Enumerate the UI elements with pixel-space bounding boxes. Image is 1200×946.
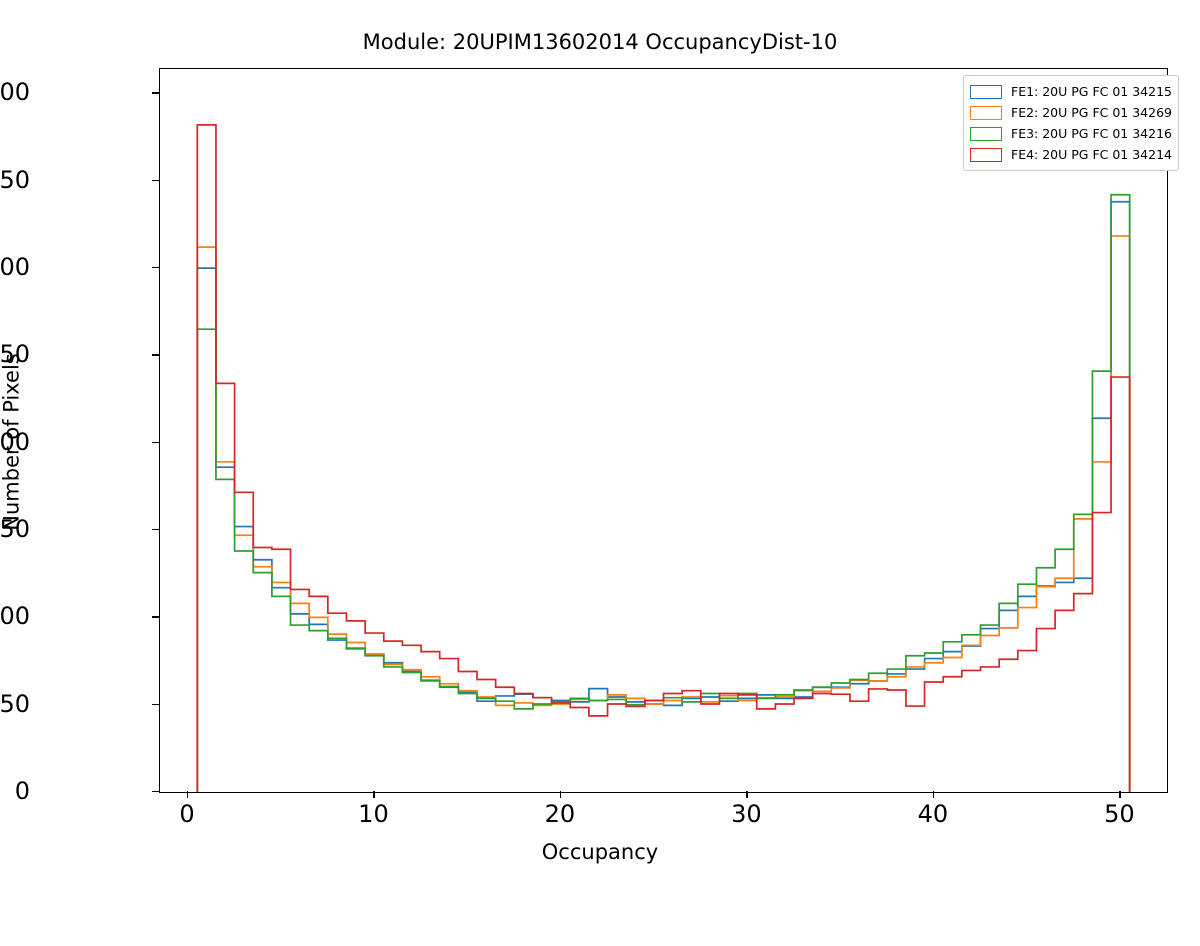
y-tick-label: 1750 (0, 165, 30, 194)
legend-item[interactable]: FE3: 20U PG FC 01 34216 (970, 123, 1172, 144)
histogram-series-4 (196, 124, 1131, 792)
legend: FE1: 20U PG FC 01 34215 FE2: 20U PG FC 01… (963, 75, 1179, 171)
x-tick-label: 50 (1104, 800, 1135, 828)
y-tick-mark (152, 92, 159, 94)
legend-color-swatch (970, 105, 1002, 120)
legend-color-swatch (970, 126, 1002, 141)
x-tick-mark (932, 791, 935, 798)
y-tick-label: 500 (0, 602, 30, 631)
legend-item[interactable]: FE1: 20U PG FC 01 34215 (970, 81, 1172, 102)
legend-item[interactable]: FE2: 20U PG FC 01 34269 (970, 102, 1172, 123)
x-tick-mark (559, 791, 562, 798)
y-tick-label: 2000 (0, 78, 30, 107)
figure-canvas: Module: 20UPIM13602014 OccupancyDist-10 … (0, 30, 1179, 864)
legend-label: FE2: 20U PG FC 01 34269 (1011, 105, 1172, 120)
plot-area (159, 68, 1168, 793)
y-tick-label: 750 (0, 515, 30, 544)
histogram-svg (196, 124, 1131, 792)
y-tick-mark (152, 791, 159, 793)
histogram-series-2 (196, 235, 1131, 792)
legend-color-swatch (970, 147, 1002, 162)
x-tick-mark (373, 791, 375, 798)
y-axis-label: Number of Pixels (0, 353, 24, 531)
legend-label: FE3: 20U PG FC 01 34216 (1011, 126, 1172, 141)
x-tick-mark (186, 791, 189, 798)
y-tick-mark (152, 441, 159, 444)
y-tick-label: 1500 (0, 253, 30, 282)
legend-color-swatch (970, 84, 1002, 99)
page-title: Module: 20UPIM13602014 OccupancyDist-10 (362, 30, 838, 54)
x-tick-mark (1119, 791, 1121, 798)
y-tick-label: 0 (14, 777, 30, 805)
y-tick-label: 1000 (0, 427, 30, 456)
y-tick-mark (152, 616, 159, 618)
x-tick-label: 40 (917, 800, 949, 828)
y-tick-mark (152, 529, 159, 531)
x-axis-label: Occupancy (541, 840, 659, 864)
x-tick-label: 10 (358, 800, 389, 828)
y-tick-label: 1250 (0, 340, 30, 369)
x-tick-label: 20 (544, 800, 576, 828)
y-tick-mark (152, 179, 159, 182)
legend-item[interactable]: FE4: 20U PG FC 01 34214 (970, 144, 1172, 165)
legend-label: FE1: 20U PG FC 01 34215 (1011, 84, 1172, 99)
legend-label: FE4: 20U PG FC 01 34214 (1011, 147, 1172, 162)
x-tick-mark (746, 791, 748, 798)
x-tick-label: 30 (731, 800, 762, 828)
y-tick-mark (152, 354, 159, 356)
y-tick-mark (152, 267, 159, 269)
y-tick-mark (152, 703, 159, 705)
y-tick-label: 250 (0, 689, 30, 718)
x-tick-label: 0 (179, 800, 195, 828)
